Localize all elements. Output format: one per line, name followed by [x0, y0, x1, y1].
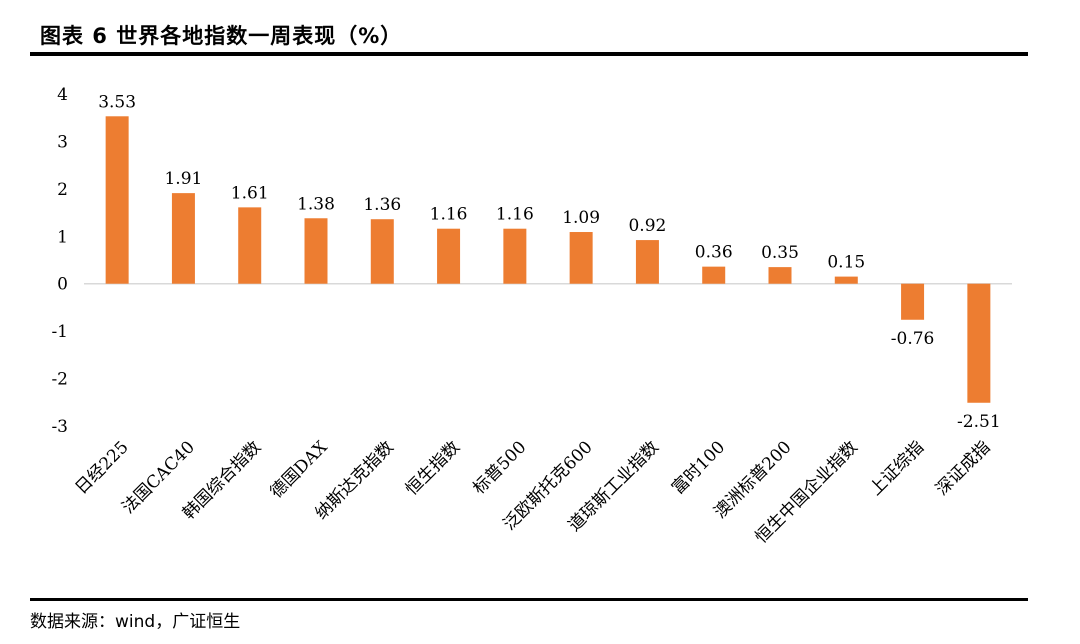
x-tick-label: 恒生指数	[402, 437, 464, 499]
bar	[105, 116, 129, 284]
y-tick-label: 3	[57, 132, 68, 152]
data-label: 1.38	[297, 194, 335, 214]
data-label: 1.61	[231, 183, 269, 203]
x-tick-label: 上证综指	[866, 437, 928, 499]
bar	[370, 219, 394, 284]
bar	[635, 240, 659, 284]
data-label: 1.16	[430, 205, 468, 225]
bar	[702, 266, 726, 284]
bar-chart: 4 3 2 1 0 -1 -2 -3 3.53 1.91 1.61 1.38 1.36 1.16 1.16…	[51, 85, 1012, 548]
y-tick-label: -2	[51, 370, 68, 390]
y-tick-label: 0	[57, 275, 68, 295]
data-label: 0.36	[695, 243, 733, 263]
y-tick-label: -1	[51, 322, 68, 342]
bar	[901, 283, 925, 320]
x-tick-label: 标普500	[469, 437, 530, 498]
bottom-divider	[30, 598, 1028, 601]
data-labels: 3.53 1.91 1.61 1.38 1.36 1.16 1.16 1.09 0.92 0.36…	[98, 92, 1000, 431]
bar-series	[105, 116, 991, 403]
bar	[768, 267, 792, 284]
y-tick-label: 2	[57, 180, 68, 200]
bar	[304, 218, 328, 284]
data-label: 1.91	[164, 169, 202, 189]
y-axis: 4 3 2 1 0 -1 -2 -3	[51, 85, 68, 437]
bar	[437, 228, 461, 284]
chart-title: 图表 6 世界各地指数一周表现（%）	[40, 24, 403, 48]
source-note: 数据来源：wind，广证恒生	[30, 612, 241, 632]
data-label: -0.76	[891, 329, 935, 349]
data-label: 3.53	[98, 92, 136, 112]
x-tick-label: 日经225	[72, 437, 133, 498]
x-tick-label: 富时100	[668, 437, 729, 498]
data-label: -2.51	[957, 412, 1001, 432]
bar	[834, 276, 858, 284]
bar	[171, 193, 195, 284]
y-tick-label: 1	[57, 227, 68, 247]
data-label: 1.09	[562, 208, 600, 228]
y-tick-label: 4	[57, 85, 68, 105]
data-label: 0.15	[827, 253, 865, 273]
data-label: 1.16	[496, 205, 534, 225]
bar	[967, 283, 991, 403]
bar	[238, 207, 262, 284]
data-label: 1.36	[363, 195, 401, 215]
bar	[569, 232, 593, 284]
data-label: 0.92	[628, 216, 666, 236]
top-divider	[30, 52, 1028, 56]
y-tick-label: -3	[51, 417, 68, 437]
x-tick-label: 德国DAX	[266, 437, 332, 503]
bar	[503, 228, 527, 284]
data-label: 0.35	[761, 243, 799, 263]
x-tick-label: 深证成指	[932, 437, 994, 499]
